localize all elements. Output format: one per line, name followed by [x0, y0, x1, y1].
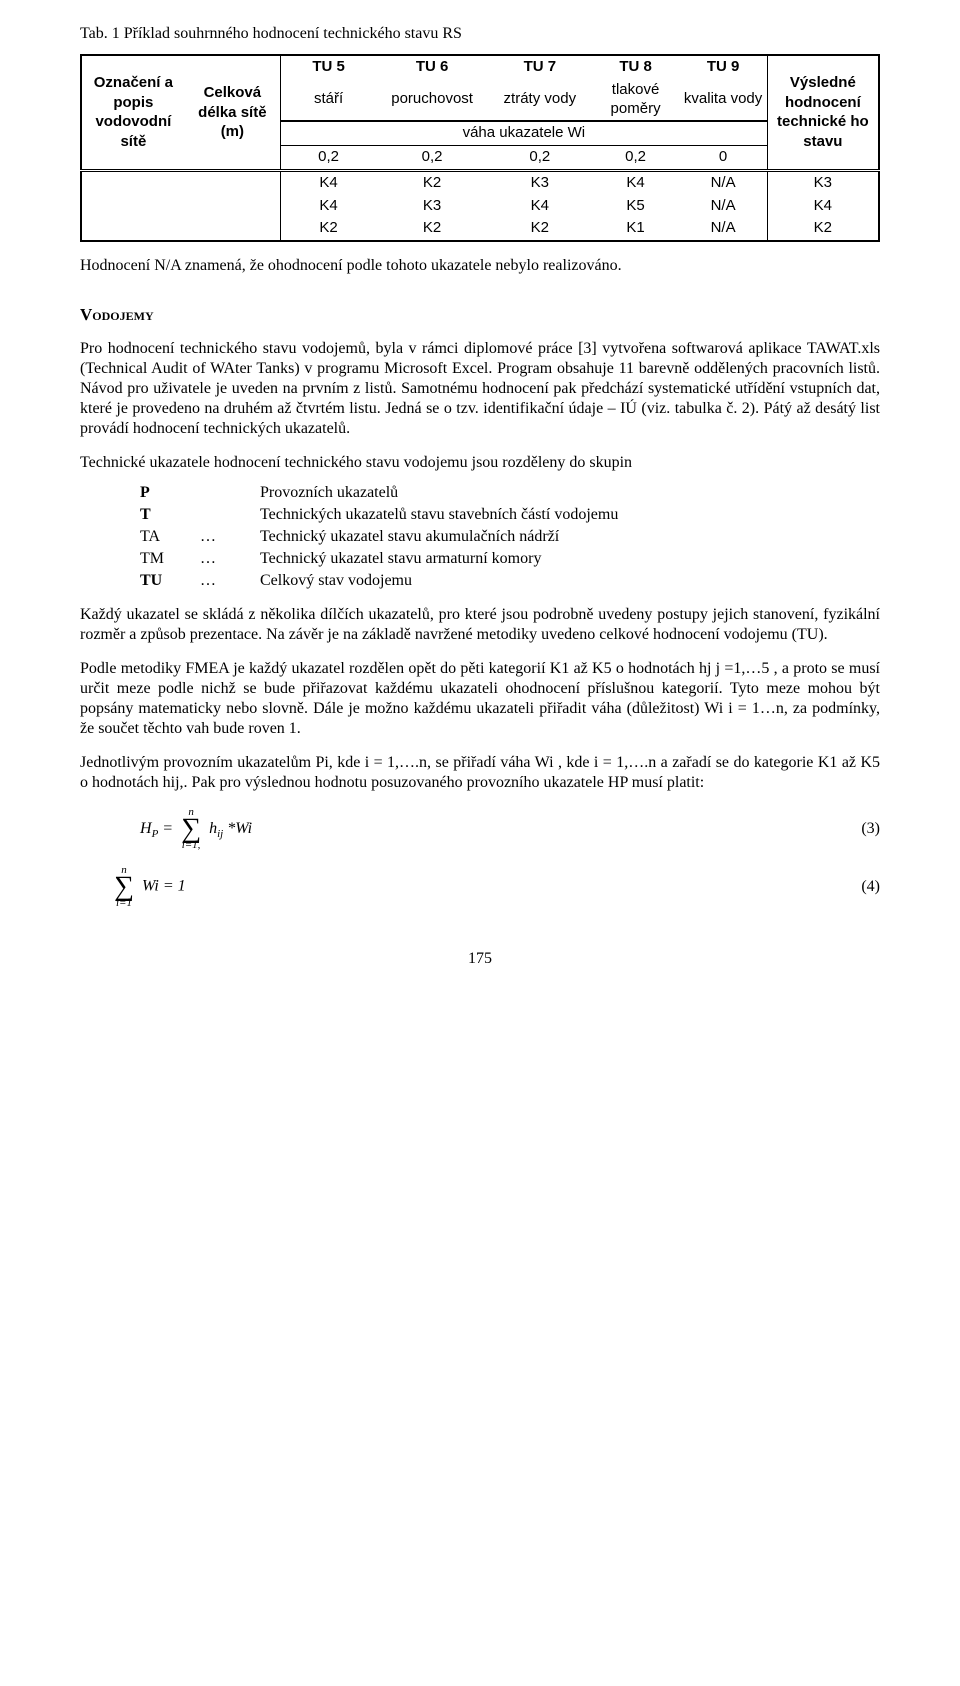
hdr-left-1: Označení a popis vodovodní sítě: [81, 55, 185, 170]
hdr-left-2: Celková délka sítě (m): [185, 55, 281, 170]
r2-c5: K2: [767, 217, 879, 241]
list-key-TA: TA: [140, 527, 200, 547]
list-desc-P: Provozních ukazatelů: [260, 483, 880, 503]
r0-c4: N/A: [679, 170, 767, 194]
list-desc-T: Technických ukazatelů stavu stavebních č…: [260, 505, 880, 525]
list-key-TM: TM: [140, 549, 200, 569]
r2-c3: K1: [592, 217, 680, 241]
w-4: 0: [679, 146, 767, 171]
tu-sub-1: poruchovost: [376, 79, 488, 122]
indicator-list: P Provozních ukazatelů T Technických uka…: [140, 483, 880, 591]
tu-col-1: TU 6: [376, 55, 488, 79]
r0-c2: K3: [488, 170, 592, 194]
w-1: 0,2: [376, 146, 488, 171]
r1-c1: K3: [376, 195, 488, 218]
r1-c3: K5: [592, 195, 680, 218]
tu-col-0: TU 5: [280, 55, 376, 79]
tu-sub-2: ztráty vody: [488, 79, 592, 122]
list-desc-TM: Technický ukazatel stavu armaturní komor…: [260, 549, 880, 569]
tu-sub-4: kvalita vody: [679, 79, 767, 122]
r1-blank1: [185, 195, 281, 218]
w-3: 0,2: [592, 146, 680, 171]
r2-c2: K2: [488, 217, 592, 241]
tu-col-3: TU 8: [592, 55, 680, 79]
eq4-number: (4): [861, 877, 880, 897]
r1-c5: K4: [767, 195, 879, 218]
weight-label: váha ukazatele Wi: [280, 121, 767, 145]
eq3-number: (3): [861, 819, 880, 839]
list-key-TU: TU: [140, 571, 200, 591]
section-vodojemy: Vodojemy: [80, 304, 880, 325]
r0-blank0: [81, 170, 185, 194]
w-2: 0,2: [488, 146, 592, 171]
r2-c1: K2: [376, 217, 488, 241]
sum-bot-4: i=1: [114, 898, 134, 909]
page-number: 175: [80, 949, 880, 969]
sum-bot-3: i=1,: [181, 840, 201, 851]
r0-c1: K2: [376, 170, 488, 194]
para-vodojemy-1: Pro hodnocení technického stavu vodojemů…: [80, 339, 880, 439]
tu-col-4: TU 9: [679, 55, 767, 79]
r1-c2: K4: [488, 195, 592, 218]
tu-col-2: TU 7: [488, 55, 592, 79]
para-after-table: Hodnocení N/A znamená, že ohodnocení pod…: [80, 256, 880, 276]
para-vodojemy-2: Technické ukazatele hodnocení technickéh…: [80, 453, 880, 473]
summary-table: Označení a popis vodovodní sítě Celková …: [80, 54, 880, 242]
tu-sub-0: stáří: [280, 79, 376, 122]
r2-blank0: [81, 217, 185, 241]
hdr-right: Výsledné hodnocení technické ho stavu: [767, 55, 879, 170]
r1-blank0: [81, 195, 185, 218]
table-caption: Tab. 1 Příklad souhrnného hodnocení tech…: [80, 24, 880, 44]
r0-c3: K4: [592, 170, 680, 194]
r0-blank1: [185, 170, 281, 194]
tu-sub-3: tlakové poměry: [592, 79, 680, 122]
para-4: Podle metodiky FMEA je každý ukazatel ro…: [80, 659, 880, 739]
r2-c0: K2: [280, 217, 376, 241]
r1-c0: K4: [280, 195, 376, 218]
r2-blank1: [185, 217, 281, 241]
equation-4: n ∑ i=1 Wi = 1 (4): [80, 865, 880, 909]
r1-c4: N/A: [679, 195, 767, 218]
para-5: Jednotlivým provozním ukazatelům Pi, kde…: [80, 753, 880, 793]
r0-c5: K3: [767, 170, 879, 194]
r2-c4: N/A: [679, 217, 767, 241]
list-desc-TU: Celkový stav vodojemu: [260, 571, 880, 591]
list-desc-TA: Technický ukazatel stavu akumulačních ná…: [260, 527, 880, 547]
r0-c0: K4: [280, 170, 376, 194]
w-0: 0,2: [280, 146, 376, 171]
list-key-P: P: [140, 483, 200, 503]
list-key-T: T: [140, 505, 200, 525]
para-3: Každý ukazatel se skládá z několika dílč…: [80, 605, 880, 645]
equation-3: HP = n ∑ i=1, hij *Wi (3): [80, 807, 880, 851]
